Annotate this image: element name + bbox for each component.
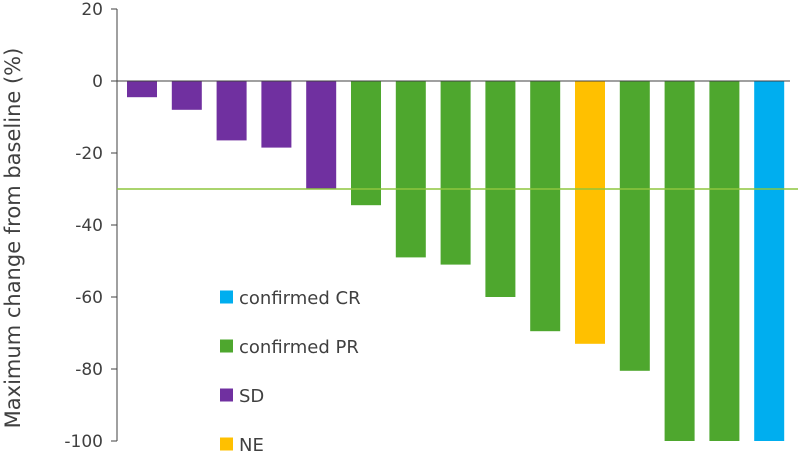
y-tick-label: 20 — [81, 0, 103, 20]
bar-11 — [575, 81, 605, 344]
bar-4 — [261, 81, 292, 148]
bar-2 — [171, 81, 202, 110]
bar-8 — [440, 81, 471, 265]
bar-7 — [395, 81, 426, 258]
y-tick-label: -40 — [75, 216, 103, 236]
y-tick-label: 0 — [92, 72, 103, 92]
y-tick-label: -20 — [75, 144, 103, 164]
legend-swatch — [220, 388, 233, 402]
bar-13 — [664, 81, 695, 441]
y-axis-label: Maximum change from baseline (%) — [1, 48, 25, 429]
y-tick-label: -60 — [75, 288, 103, 308]
bar-14 — [709, 81, 740, 441]
legend-label: confirmed PR — [239, 337, 359, 358]
legend-swatch — [220, 437, 233, 451]
legend-swatch — [220, 339, 233, 353]
legend-label: NE — [239, 435, 264, 456]
legend-label: confirmed CR — [239, 288, 361, 309]
bar-3 — [216, 81, 247, 141]
bar-1 — [127, 81, 157, 98]
bar-5 — [306, 81, 337, 189]
y-axis: 20 0 -20 -40 -60 -80 -100 — [64, 0, 790, 452]
bar-10 — [530, 81, 561, 332]
bar-15 — [754, 81, 785, 441]
legend: confirmed CR confirmed PR SD NE — [220, 288, 361, 456]
y-tick-label: -100 — [64, 432, 103, 452]
y-tick-label: -80 — [75, 360, 103, 380]
legend-swatch — [220, 290, 233, 304]
bar-12 — [619, 81, 650, 371]
bar-6 — [351, 81, 381, 206]
legend-label: SD — [239, 386, 264, 407]
bars-layer — [127, 81, 785, 441]
